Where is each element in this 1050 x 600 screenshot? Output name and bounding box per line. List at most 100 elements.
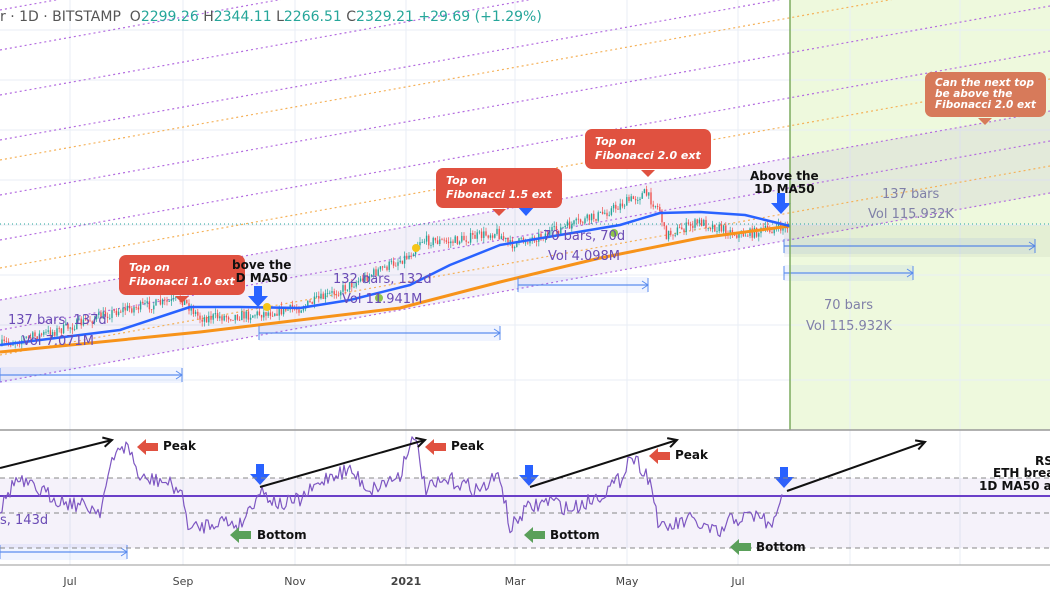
- candle: [738, 233, 740, 238]
- candle: [208, 315, 210, 323]
- trend-arrow-head: [914, 439, 927, 451]
- candle: [608, 214, 610, 216]
- candle: [652, 204, 654, 207]
- candle: [252, 315, 254, 318]
- candle: [43, 331, 45, 335]
- candle: [307, 300, 309, 306]
- peak-arrow-icon: [137, 439, 158, 455]
- candle: [150, 309, 153, 311]
- candle: [87, 320, 89, 322]
- trend-arrow: [0, 439, 113, 469]
- signal-dot: [610, 229, 618, 237]
- candle: [122, 307, 124, 313]
- candle: [337, 294, 340, 296]
- candle: [373, 269, 375, 275]
- candle: [287, 309, 289, 311]
- candle: [223, 315, 225, 321]
- candle: [84, 319, 87, 321]
- candle: [102, 311, 104, 319]
- candle: [632, 196, 635, 199]
- candle: [777, 223, 780, 228]
- range-4-zone: [784, 225, 1050, 257]
- candle: [716, 231, 718, 232]
- candle: [736, 235, 738, 238]
- candle: [153, 305, 155, 310]
- candle: [309, 300, 311, 303]
- candle: [276, 313, 278, 316]
- bottom-arrow-icon: [230, 527, 251, 543]
- candle: [71, 327, 74, 330]
- candle: [445, 240, 448, 242]
- candle: [676, 227, 679, 235]
- candle: [703, 219, 705, 226]
- candle: [353, 286, 355, 288]
- symbol-label: r · 1D · BITSTAMP: [0, 9, 121, 25]
- candle: [146, 301, 148, 304]
- candle: [126, 305, 129, 311]
- candle: [159, 299, 162, 305]
- candle: [397, 262, 399, 266]
- candle: [496, 228, 498, 235]
- candle: [60, 328, 63, 334]
- candle: [225, 315, 228, 318]
- candle: [619, 203, 621, 210]
- candle: [564, 225, 566, 228]
- candle: [249, 317, 252, 320]
- candle: [355, 282, 357, 287]
- candle: [395, 265, 397, 267]
- peak-arrow-icon: [649, 448, 670, 464]
- candle: [584, 218, 586, 224]
- candle: [714, 224, 716, 232]
- candle: [469, 233, 472, 243]
- candle: [368, 276, 371, 281]
- candle: [579, 219, 582, 223]
- candle: [582, 222, 584, 224]
- candle: [480, 231, 483, 238]
- candle: [454, 236, 456, 243]
- open-label: O: [129, 9, 141, 25]
- symbol-header: r · 1D · BITSTAMP O2299.26 H2344.11 L226…: [0, 9, 542, 25]
- candle: [476, 232, 478, 239]
- candle: [7, 341, 10, 344]
- candle: [280, 306, 283, 315]
- candle: [553, 226, 555, 228]
- trend-arrow-head: [415, 436, 428, 448]
- candle: [58, 328, 60, 330]
- candle: [25, 336, 27, 338]
- candle: [67, 323, 69, 329]
- trend-arrow-head: [666, 437, 679, 448]
- candle: [320, 293, 322, 299]
- candle: [298, 309, 300, 313]
- candle: [720, 224, 723, 232]
- candle: [535, 241, 538, 243]
- candle: [705, 219, 707, 229]
- blue-arrow-icon: [250, 464, 270, 485]
- candle: [769, 228, 771, 232]
- candle: [168, 301, 170, 302]
- candle: [34, 332, 36, 337]
- candle: [32, 332, 34, 338]
- candle: [755, 227, 758, 237]
- candle: [164, 299, 166, 301]
- candle: [203, 317, 206, 322]
- rsi-range-arrow: [120, 547, 128, 557]
- candle: [665, 226, 668, 240]
- candle: [540, 233, 542, 238]
- candle: [744, 235, 747, 237]
- candle: [344, 285, 346, 291]
- candle: [456, 236, 459, 244]
- candle: [282, 307, 285, 315]
- range-1-bars: 137 bars, 137d: [8, 313, 107, 328]
- candle: [604, 212, 606, 214]
- ma50-line: [0, 210, 791, 347]
- candle: [12, 343, 14, 346]
- candle: [474, 234, 476, 239]
- candle: [212, 314, 214, 320]
- candle: [93, 319, 96, 324]
- range-2-vol: Vol 11.941M: [342, 292, 423, 307]
- candle: [549, 230, 551, 236]
- candle: [5, 341, 8, 342]
- ma200-line: [0, 224, 791, 354]
- candle: [733, 234, 736, 236]
